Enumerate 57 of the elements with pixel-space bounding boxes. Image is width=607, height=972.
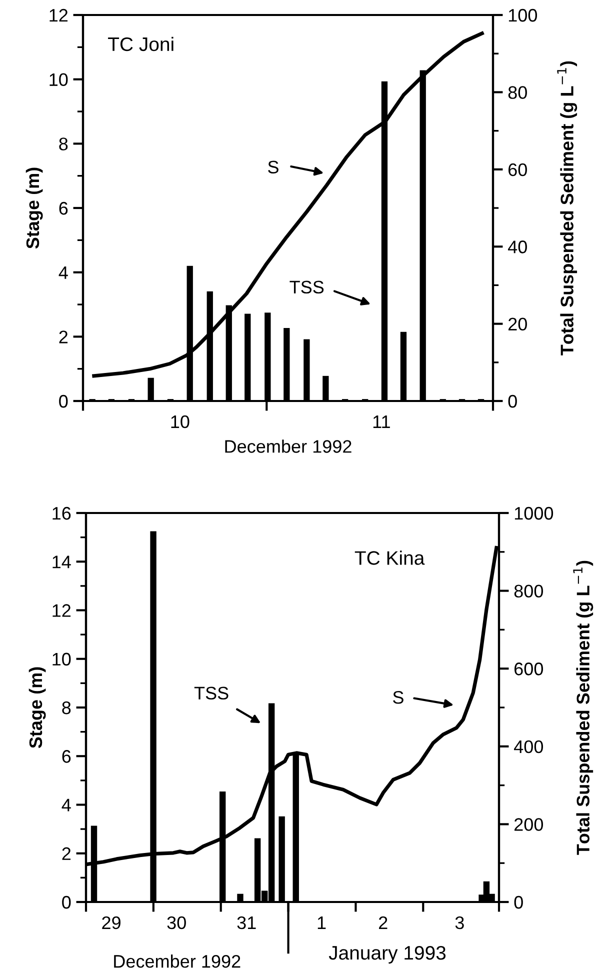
y2-tick-label: 200 <box>514 818 543 831</box>
bar <box>284 328 290 401</box>
x-tick-label: 29 <box>102 916 120 930</box>
y-axis-title: Stage (m) <box>28 667 46 748</box>
y-tick-label: 0 <box>59 394 68 408</box>
annotation: S <box>393 691 404 704</box>
annotation: TC Kina <box>354 550 425 565</box>
y2-tick-label: 20 <box>508 318 527 331</box>
y2-tick-label: 100 <box>508 8 537 22</box>
bar <box>244 314 251 401</box>
y-tick-label: 8 <box>59 138 68 150</box>
y-axis-title: Stage (m) <box>26 168 43 249</box>
y-tick-label: 4 <box>62 798 71 812</box>
y2-tick-label: 800 <box>514 584 543 598</box>
annotation: TC Joni <box>108 36 174 52</box>
x-tick-label: 11 <box>373 416 390 428</box>
y-tick-label: 10 <box>52 652 71 666</box>
bar <box>278 816 285 902</box>
bar <box>237 894 244 902</box>
x-tick-label: 2 <box>378 916 388 929</box>
y-tick-label: 12 <box>52 604 71 617</box>
bar <box>322 376 329 401</box>
y-tick-label: 12 <box>50 8 68 22</box>
y2-tick-label: 40 <box>508 240 527 254</box>
x-tick-label: 3 <box>455 916 464 930</box>
bar <box>400 332 407 401</box>
bar <box>264 312 271 401</box>
y2-tick-label: 80 <box>508 86 527 99</box>
y-tick-label: 4 <box>58 266 68 279</box>
y-tick-label: 8 <box>62 701 71 714</box>
y-tick-label: 16 <box>52 506 71 520</box>
text: January 1993 <box>328 946 446 964</box>
y2-axis-title: Total Suspended Sediment (g L$^{−1}$) <box>557 61 578 356</box>
annotation: TSS <box>194 686 228 700</box>
annotation: TSS <box>290 280 324 294</box>
y-tick-label: 2 <box>59 330 68 344</box>
bar <box>304 339 310 401</box>
y2-tick-label: 400 <box>514 740 543 754</box>
bar <box>148 378 154 401</box>
x-tick-label: 31 <box>237 916 256 930</box>
y2-tick-label: 600 <box>514 662 543 676</box>
y2-tick-label: 60 <box>508 163 527 176</box>
y-tick-label: 2 <box>62 847 71 860</box>
y-tick-label: 0 <box>62 896 71 909</box>
x-axis-title: December 1992 <box>225 440 352 453</box>
x-axis-title: December 1992 <box>114 954 240 968</box>
y2-tick-label: 1000 <box>514 506 554 520</box>
y2-tick-label: 0 <box>508 394 517 408</box>
y-tick-label: 14 <box>52 556 71 568</box>
y-tick-label: 6 <box>59 202 68 215</box>
y2-axis-title: Total Suspended Sediment (g L$^{−1}$) <box>573 560 594 855</box>
x-tick-label: 30 <box>167 916 186 930</box>
annotation: S <box>268 160 278 174</box>
y-tick-label: 6 <box>62 750 71 763</box>
y-tick-label: 10 <box>50 73 68 86</box>
x-tick-label: 1 <box>318 916 326 929</box>
y2-tick-label: 0 <box>514 896 523 909</box>
